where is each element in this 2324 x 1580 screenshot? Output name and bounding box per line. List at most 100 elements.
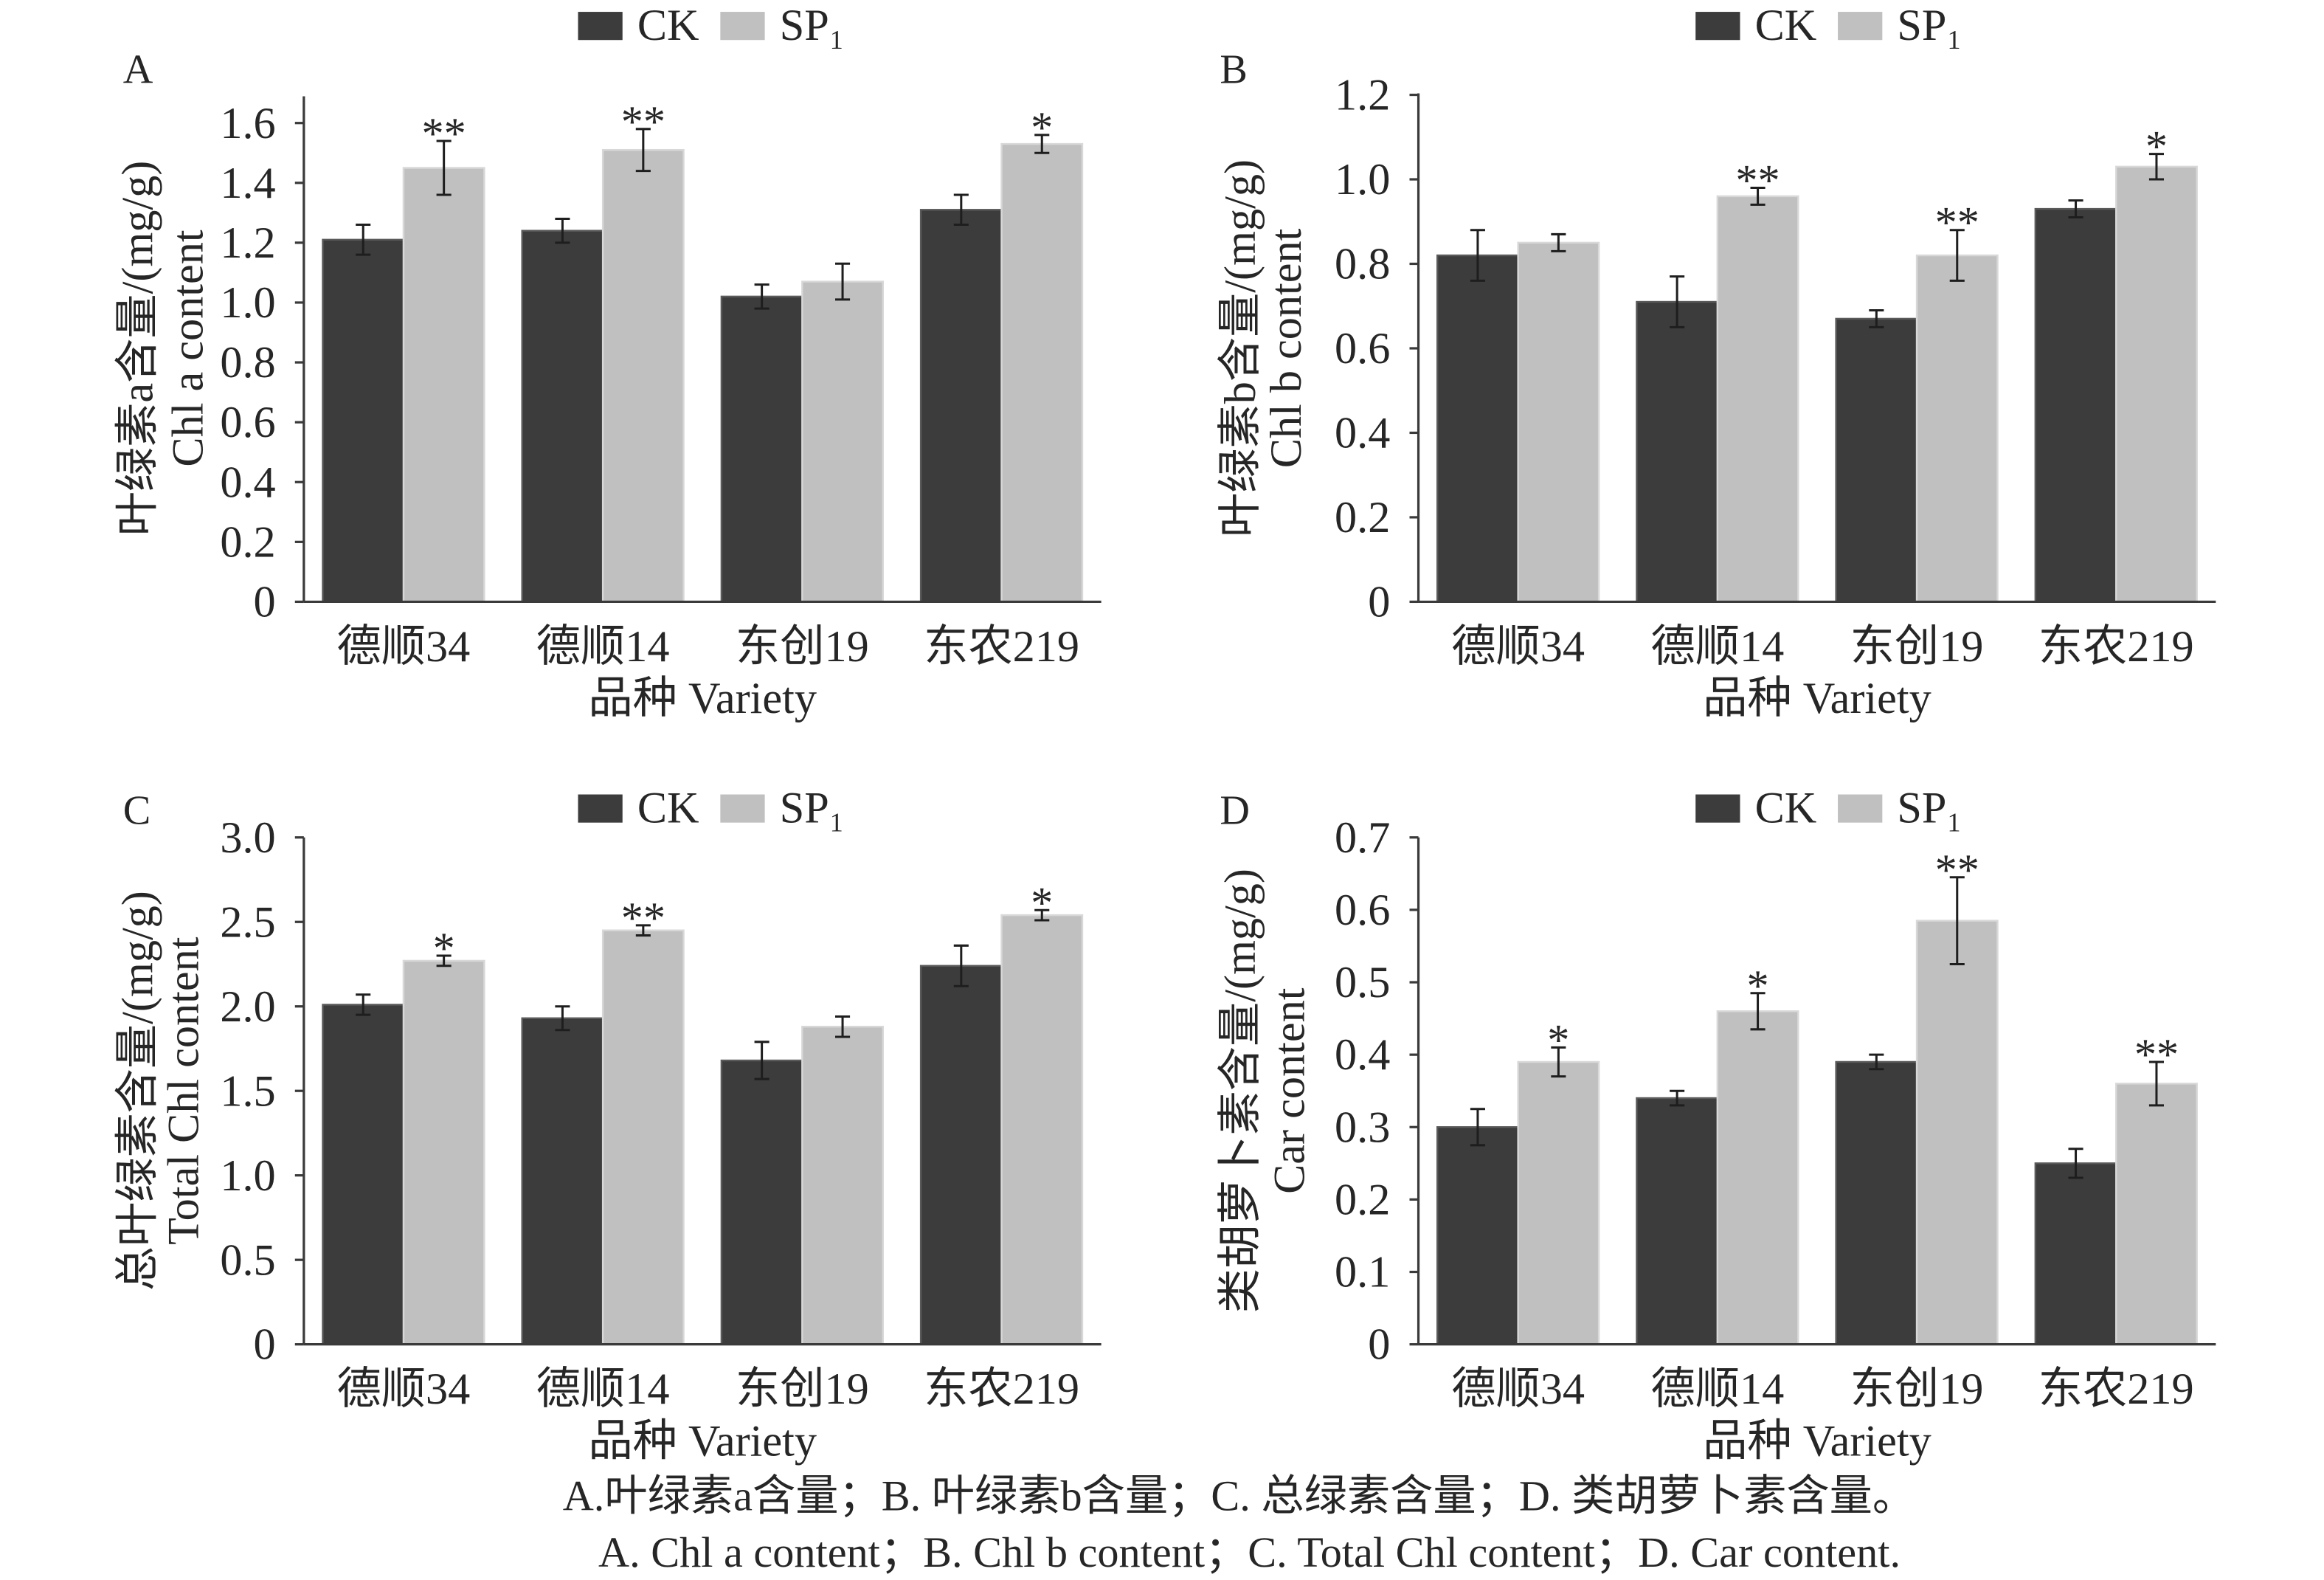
bar-a-sp1-0	[402, 167, 485, 603]
x-tick-label-b-3: 东农219	[2038, 622, 2194, 672]
y-tick-label-d-0: 0	[1368, 1320, 1390, 1370]
x-tick-label-b-1: 德顺14	[1650, 622, 1784, 672]
x-tick-label-a-1: 德顺14	[536, 622, 670, 672]
significance-label-c-0: *	[433, 924, 455, 973]
y-tick-label-b-3: 0.6	[1335, 324, 1390, 373]
significance-label-a-0: **	[422, 109, 466, 159]
legend-swatch-b-sp1	[1838, 12, 1883, 41]
y-tick-label-a-0: 0	[254, 578, 276, 627]
bar-b-sp1-2	[1915, 254, 1999, 603]
x-axis-title-d: 品种 Variety	[1703, 1416, 1932, 1466]
x-tick-label-a-0: 德顺34	[337, 622, 471, 672]
y-tick-label-b-4: 0.8	[1335, 240, 1390, 289]
bar-a-ck-2	[720, 295, 803, 603]
legend-label-a-ck: CK	[637, 1, 699, 50]
x-tick-label-d-0: 德顺34	[1451, 1365, 1585, 1414]
significance-label-b-1: **	[1735, 156, 1780, 206]
caption-en: A. Chl a content；B. Chl b content；C. Tot…	[598, 1528, 1901, 1576]
legend-swatch-b-ck	[1695, 12, 1740, 41]
x-axis-title-a: 品种 Variety	[588, 674, 817, 723]
y-tick-label-c-3: 1.5	[220, 1066, 275, 1116]
bar-b-sp1-0	[1517, 241, 1600, 603]
bar-a-sp1-2	[801, 280, 884, 603]
x-axis-title-c: 品种 Variety	[588, 1416, 817, 1466]
legend-swatch-d-ck	[1695, 794, 1740, 823]
y-tick-label-d-5: 0.5	[1335, 958, 1390, 1007]
legend-d: CK SP₁	[1695, 784, 1962, 833]
bar-b-ck-3	[2034, 207, 2117, 603]
bar-c-sp1-1	[601, 929, 685, 1345]
bar-c-sp1-0	[402, 959, 485, 1345]
legend-label-b-sp1: SP₁	[1897, 1, 1962, 50]
chart-panel-b: B CK SP₁ 德顺34 ** 德顺14 ** 东创19 * 东农219 0 0.2 0.4 0.6 0.…	[1216, 1, 2216, 723]
error-bar-d-sp1-0	[1551, 1046, 1566, 1078]
y-tick-label-a-5: 1.0	[220, 278, 275, 328]
error-bar-d-sp1-1	[1750, 992, 1766, 1031]
error-bar-a-ck-3	[953, 193, 969, 227]
legend-label-d-sp1: SP₁	[1897, 784, 1962, 833]
y-tick-label-c-6: 3.0	[220, 813, 275, 863]
x-tick-label-a-2: 东创19	[736, 622, 869, 672]
bar-c-sp1-2	[801, 1026, 884, 1345]
y-tick-label-a-1: 0.2	[220, 517, 275, 567]
error-bar-c-ck-1	[555, 1005, 570, 1032]
bar-c-ck-1	[521, 1017, 604, 1345]
legend-swatch-a-sp1	[720, 12, 765, 41]
significance-label-a-3: *	[1031, 103, 1053, 153]
legend-b: CK SP₁	[1695, 1, 1962, 50]
legend-c: CK SP₁	[578, 784, 845, 833]
bar-b-ck-0	[1436, 254, 1519, 603]
y-axis-title-d-zh: 类胡萝卜素含量/(mg/g)	[1216, 869, 1265, 1313]
legend-a: CK SP₁	[578, 1, 845, 50]
error-bar-d-sp1-2	[1949, 876, 1965, 965]
y-axis-title-a-zh: 叶绿素a含量/(mg/g)	[113, 161, 162, 537]
y-tick-label-d-1: 0.1	[1335, 1248, 1390, 1297]
y-tick-label-c-4: 2.0	[220, 982, 275, 1032]
error-bar-b-sp1-1	[1750, 186, 1766, 206]
significance-label-d-0: *	[1547, 1015, 1569, 1065]
y-axis-title-c-en: Total Chl content	[159, 936, 209, 1245]
error-bar-d-ck-1	[1670, 1089, 1685, 1107]
error-bar-b-sp1-2	[1949, 229, 1965, 282]
error-bar-a-ck-1	[555, 217, 570, 244]
bar-b-sp1-1	[1716, 195, 1799, 603]
legend-swatch-c-sp1	[720, 794, 765, 823]
y-axis-title-a-en: Chl a content	[164, 230, 213, 466]
significance-label-c-1: **	[621, 894, 665, 943]
bar-c-ck-0	[322, 1004, 405, 1345]
bar-d-sp1-2	[1915, 920, 1999, 1345]
legend-label-c-sp1: SP₁	[780, 784, 845, 833]
bar-a-sp1-1	[601, 148, 685, 603]
legend-label-a-sp1: SP₁	[780, 1, 845, 50]
legend-label-d-ck: CK	[1755, 784, 1817, 833]
x-tick-label-b-2: 东创19	[1850, 622, 1984, 672]
bar-d-sp1-0	[1517, 1060, 1600, 1345]
significance-label-b-2: **	[1935, 199, 1979, 248]
caption-zh: A.叶绿素a含量；B. 叶绿素b含量；C. 总绿素含量；D. 类胡萝卜素含量。	[563, 1472, 1915, 1520]
y-tick-label-c-1: 0.5	[220, 1235, 275, 1285]
y-tick-label-c-2: 1.0	[220, 1151, 275, 1201]
x-axis-title-b: 品种 Variety	[1703, 674, 1932, 723]
bar-c-ck-3	[919, 965, 1003, 1345]
y-tick-label-a-4: 0.8	[220, 338, 275, 387]
significance-label-b-3: *	[2145, 123, 2168, 172]
x-tick-label-c-3: 东农219	[924, 1365, 1079, 1414]
panel-label-b: B	[1220, 46, 1248, 92]
bar-d-sp1-3	[2115, 1083, 2198, 1345]
y-tick-label-c-5: 2.5	[220, 897, 275, 947]
x-tick-label-d-3: 东农219	[2038, 1365, 2194, 1414]
y-tick-label-d-6: 0.6	[1335, 886, 1390, 935]
bar-c-ck-2	[720, 1059, 803, 1345]
bar-c-sp1-3	[1000, 914, 1084, 1345]
y-axis-title-c-zh: 总叶绿素含量/(mg/g)	[113, 891, 162, 1291]
panel-label-c: C	[123, 788, 151, 834]
error-bar-c-ck-3	[953, 944, 969, 987]
error-bar-b-ck-0	[1470, 229, 1485, 282]
error-bar-a-sp1-2	[835, 262, 851, 301]
chart-panel-a: A CK SP₁ ** 德顺34 ** 德顺14 东创19 * 东农219 0 0.2 0.4 0.6 0.…	[113, 1, 1102, 723]
y-tick-label-a-8: 1.6	[220, 99, 275, 148]
y-axis-title-b-en: Chl b content	[1262, 228, 1311, 468]
bar-d-ck-1	[1636, 1097, 1719, 1345]
y-tick-label-b-5: 1.0	[1335, 155, 1390, 204]
y-tick-label-c-0: 0	[254, 1320, 276, 1370]
